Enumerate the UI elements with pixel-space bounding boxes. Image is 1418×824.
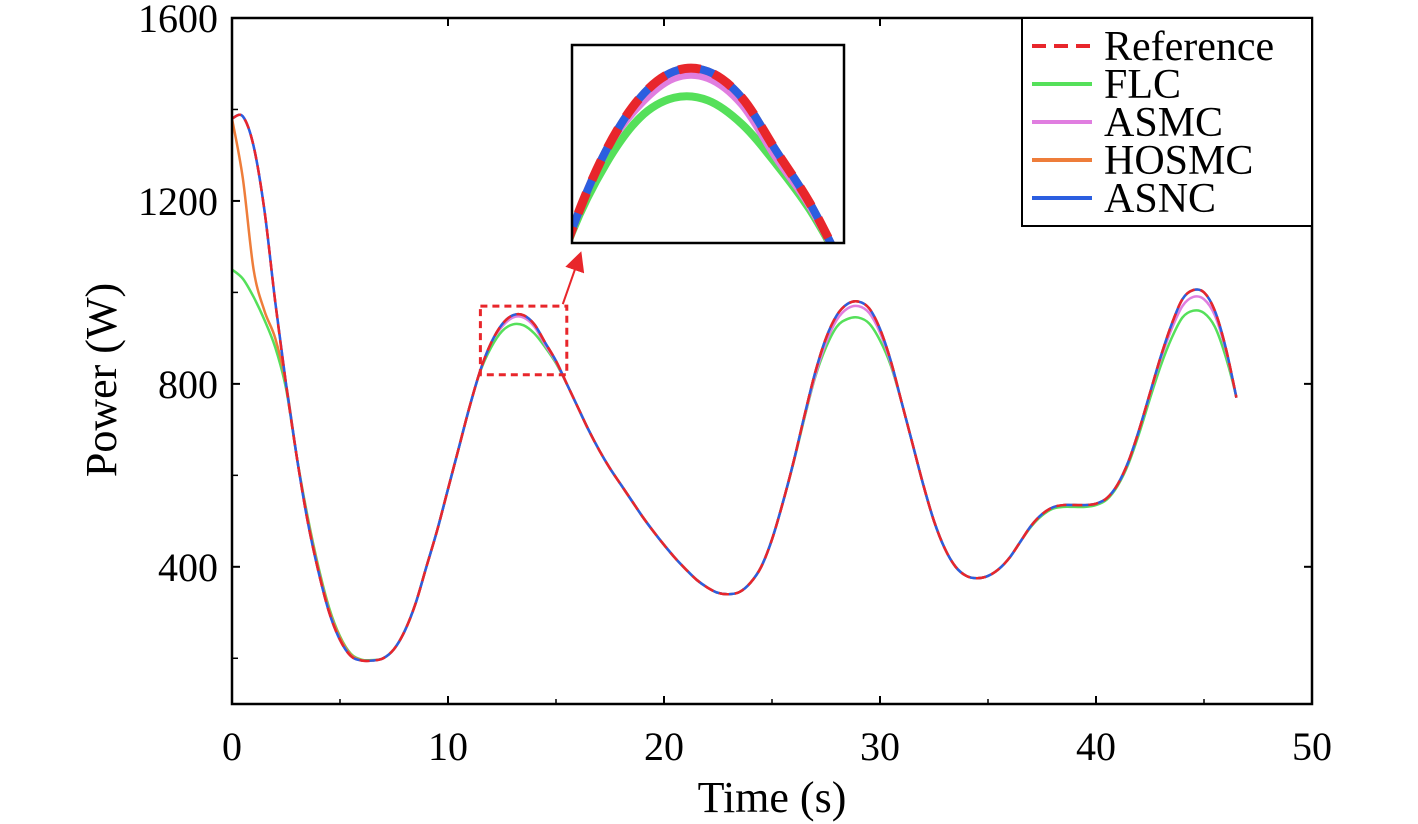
x-tick-label: 0 [222,724,242,769]
legend-label-hosmc: HOSMC [1104,138,1253,184]
inset-frame [570,43,846,245]
legend-label-asnc: ASNC [1104,176,1216,222]
x-tick-label: 20 [644,724,684,769]
y-axis-title: Power (W) [77,283,126,477]
inset-series-line-flc [572,92,835,243]
legend-label-reference: Reference [1104,24,1274,70]
x-tick-label: 10 [428,724,468,769]
y-tick-label: 400 [158,545,218,590]
inset-series-layer [572,63,836,243]
legend-label-asmc: ASMC [1104,100,1223,146]
y-tick-label: 800 [158,362,218,407]
y-tick-label: 1600 [138,0,218,41]
legend-label-flc: FLC [1104,62,1181,108]
x-tick-label: 50 [1292,724,1332,769]
y-tick-label: 1200 [138,179,218,224]
zoom-region-box [478,304,569,377]
x-axis-title: Time (s) [698,773,847,822]
x-tick-label: 40 [1076,724,1116,769]
zoom-inset [570,43,846,245]
series-line-flc [232,268,1238,662]
inset-series-line-reference [572,63,836,243]
ticks-layer: 0 10 20 30 40 50 400 800 1200 1600 [138,0,1332,769]
x-tick-label: 30 [860,724,900,769]
plot-frame [230,16,1314,706]
series-layer [232,113,1238,663]
zoom-arrow [561,251,585,305]
inset-series-line-asmc [572,70,835,243]
series-line-reference [232,113,1238,663]
